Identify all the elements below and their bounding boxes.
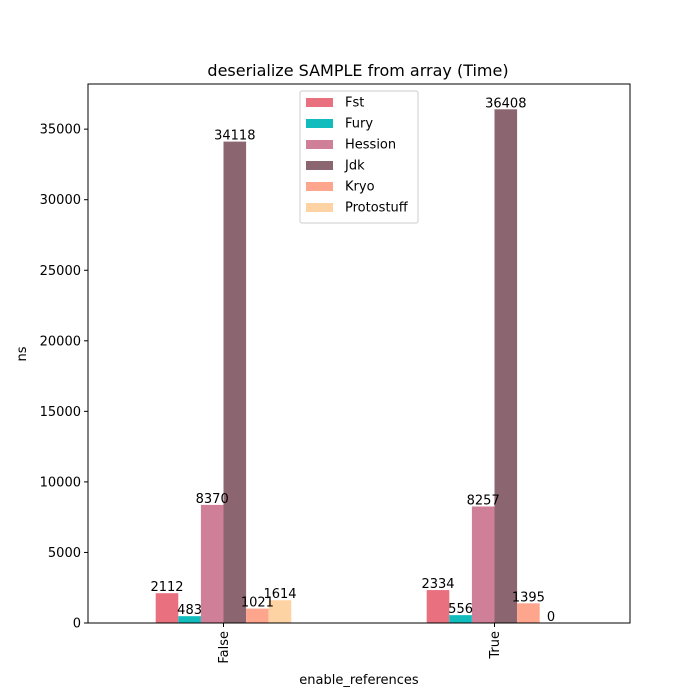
data-label-hession-false: 8370 <box>196 492 229 507</box>
y-tick-label: 20000 <box>40 334 81 349</box>
y-axis-ticks: 0 5000 10000 15000 20000 25000 30000 35000 <box>40 123 88 632</box>
data-label-jdk-true: 36408 <box>485 96 526 111</box>
bar-hession-false <box>200 504 224 623</box>
bar-protostuff-false <box>268 600 292 623</box>
legend: Fst Fury Hession Jdk Kryo Protostuff <box>299 90 419 224</box>
legend-swatch-fst <box>306 98 333 107</box>
bar-jdk-false <box>223 141 247 623</box>
x-tick-label: False <box>217 631 232 664</box>
bar-fst-true <box>426 590 450 623</box>
x-axis-ticks: False True <box>217 623 503 664</box>
y-tick-label: 5000 <box>48 546 81 561</box>
bar-kryo-false <box>246 608 269 623</box>
legend-swatch-protostuff <box>306 203 333 212</box>
bar-fury-false <box>178 616 201 623</box>
chart-title: deserialize SAMPLE from array (Time) <box>207 61 508 80</box>
bar-hession-true <box>471 506 495 623</box>
data-label-hession-true: 8257 <box>467 493 500 508</box>
y-axis-label: ns <box>15 346 30 361</box>
legend-swatch-fury <box>306 119 333 128</box>
bar-kryo-true <box>517 603 540 623</box>
data-label-fury-false: 483 <box>177 603 202 618</box>
y-tick-label: 10000 <box>40 475 81 490</box>
data-label-protostuff-false: 1614 <box>263 587 296 602</box>
data-label-kryo-true: 1395 <box>512 590 545 605</box>
data-label-jdk-false: 34118 <box>214 129 255 144</box>
data-label-fst-true: 2334 <box>421 577 454 592</box>
legend-swatch-jdk <box>306 161 333 170</box>
bar-fury-true <box>449 615 472 623</box>
y-tick-label: 30000 <box>40 193 81 208</box>
y-tick-label: 15000 <box>40 405 81 420</box>
legend-label-fury: Fury <box>345 117 373 132</box>
bars-group <box>155 109 540 624</box>
bar-fst-false <box>155 593 179 623</box>
y-tick-label: 25000 <box>40 264 81 279</box>
data-label-fury-true: 556 <box>448 602 473 617</box>
plot-frame <box>87 83 631 624</box>
legend-label-protostuff: Protostuff <box>345 201 409 216</box>
y-tick-label: 0 <box>73 617 81 632</box>
x-axis-label: enable_references <box>299 673 419 688</box>
data-labels-group: 2112 2334 483 556 8370 8257 34118 36408 1021 1395… <box>150 96 555 625</box>
legend-label-fst: Fst <box>345 96 364 111</box>
legend-label-hession: Hession <box>345 138 396 153</box>
y-tick-label: 35000 <box>40 123 81 138</box>
legend-label-kryo: Kryo <box>345 180 375 195</box>
legend-swatch-kryo <box>306 182 333 191</box>
legend-label-jdk: Jdk <box>344 159 365 174</box>
data-label-protostuff-true: 0 <box>547 610 555 625</box>
x-tick-label: True <box>488 631 503 660</box>
data-label-kryo-false: 1021 <box>241 596 274 611</box>
data-label-fst-false: 2112 <box>150 580 183 595</box>
bar-jdk-true <box>494 109 518 624</box>
legend-swatch-hession <box>306 140 333 149</box>
